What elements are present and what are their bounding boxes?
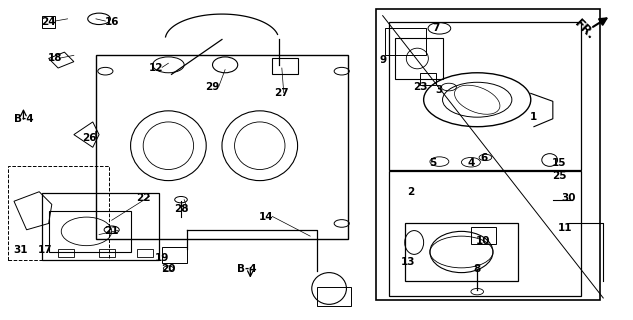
Text: 12: 12 [149, 63, 163, 73]
Text: 11: 11 [558, 223, 573, 233]
Text: 22: 22 [136, 193, 151, 203]
Text: 24: 24 [41, 17, 56, 27]
Text: 19: 19 [155, 253, 169, 263]
Text: 5: 5 [429, 158, 437, 168]
Text: 28: 28 [173, 204, 188, 214]
Text: 2: 2 [408, 187, 415, 197]
Text: 8: 8 [473, 264, 481, 275]
Text: 26: 26 [82, 133, 97, 143]
Bar [272, 59, 298, 74]
Bar [42, 16, 55, 28]
Text: 16: 16 [104, 17, 119, 27]
Bar [377, 9, 600, 300]
Bar [389, 22, 581, 170]
Bar [471, 227, 496, 244]
Text: 1: 1 [530, 112, 537, 122]
Text: 18: 18 [47, 53, 62, 63]
Bar [395, 38, 442, 79]
Bar [420, 73, 436, 85]
Text: 15: 15 [552, 158, 567, 168]
Text: 30: 30 [561, 193, 576, 203]
Text: 3: 3 [436, 85, 443, 95]
Text: 7: 7 [432, 23, 440, 33]
Bar [49, 211, 130, 252]
Bar [162, 247, 187, 263]
Text: 14: 14 [259, 212, 273, 222]
Bar [385, 28, 425, 55]
Bar [137, 249, 153, 257]
Bar [8, 166, 108, 260]
Text: 23: 23 [413, 82, 428, 92]
Text: 10: 10 [476, 236, 491, 246]
Text: B-4: B-4 [237, 264, 257, 275]
Text: 25: 25 [552, 171, 567, 181]
Text: 9: 9 [379, 55, 386, 65]
Bar [389, 171, 581, 296]
Text: 21: 21 [104, 226, 119, 236]
Text: 13: 13 [401, 257, 415, 267]
Text: 17: 17 [38, 245, 53, 255]
Bar [96, 55, 348, 239]
Text: 20: 20 [161, 264, 175, 275]
Text: 4: 4 [467, 158, 475, 168]
Bar [316, 287, 351, 306]
Text: FR.: FR. [572, 17, 597, 43]
Text: 6: 6 [480, 153, 487, 164]
Text: 31: 31 [13, 245, 28, 255]
Bar [404, 223, 518, 281]
Bar [58, 249, 74, 257]
Text: 27: 27 [275, 88, 289, 98]
Text: B-4: B-4 [14, 114, 34, 124]
Bar [42, 193, 159, 260]
Bar [99, 249, 115, 257]
Text: 29: 29 [205, 82, 220, 92]
